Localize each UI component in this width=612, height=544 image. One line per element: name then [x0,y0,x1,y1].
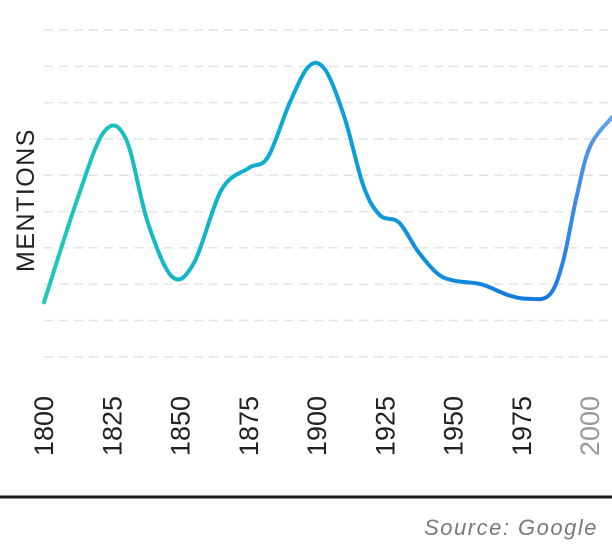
x-tick-label: 1925 [370,396,400,456]
x-axis-ticks: 1800 1825 1850 1875 1900 1925 1950 1975 2000 [29,396,605,456]
x-tick-label: 1850 [166,396,196,456]
series-line [42,60,612,305]
x-tick-label: 1975 [507,396,537,456]
x-tick-label: 1950 [439,396,469,456]
y-axis-title: MENTIONS [12,128,40,272]
gridlines [44,29,612,358]
x-tick-label: 1825 [97,396,127,456]
x-tick-label: 1800 [29,396,59,456]
x-tick-label: 1875 [234,396,264,456]
source-note: Source: Google [424,515,598,540]
x-tick-label: 1900 [302,396,332,456]
x-tick-label: 2000 [575,396,605,456]
